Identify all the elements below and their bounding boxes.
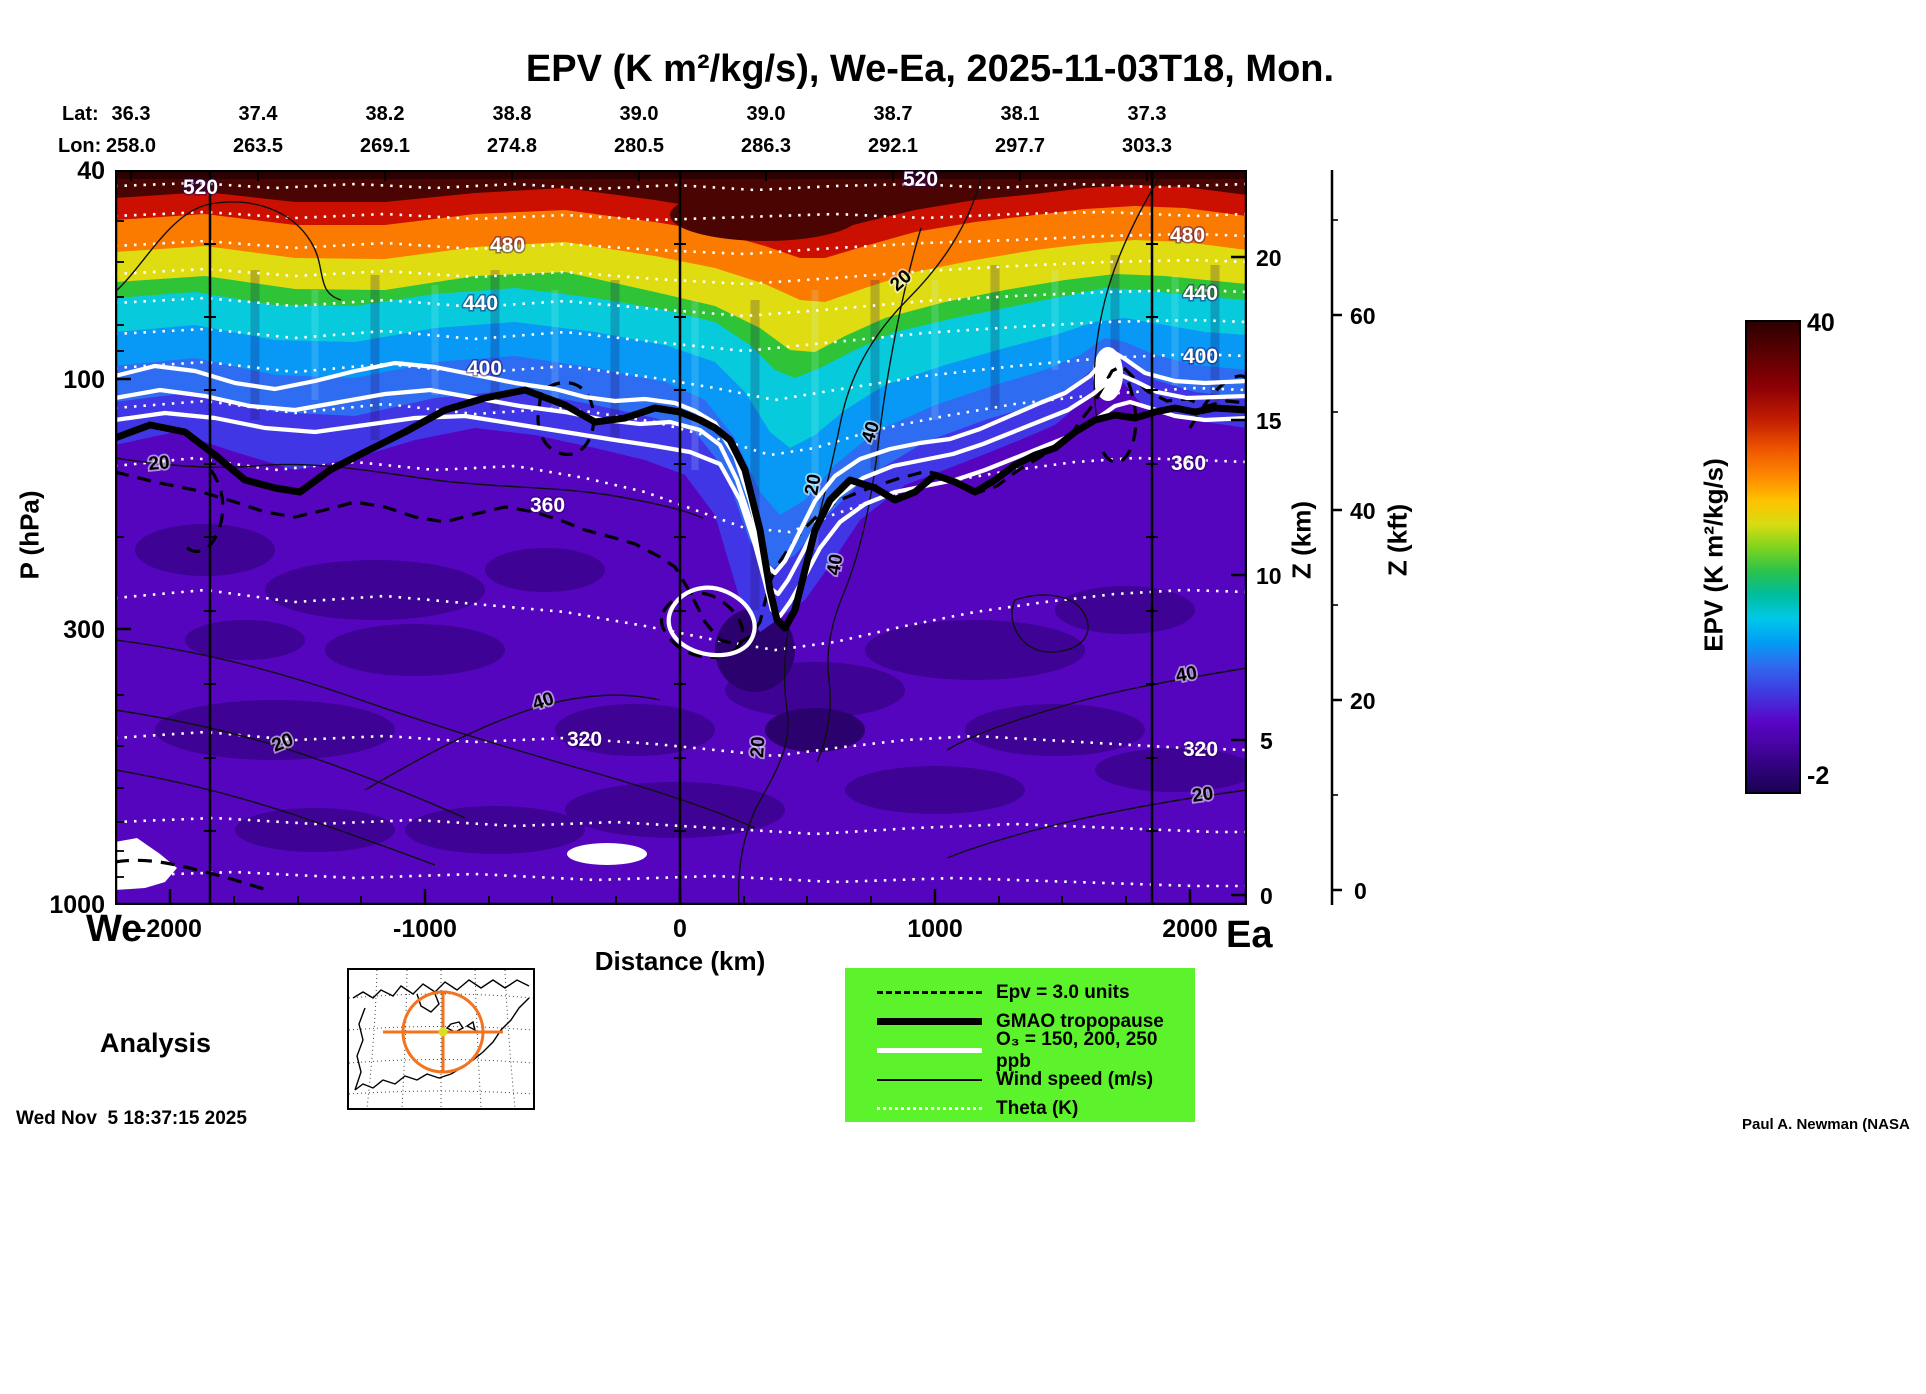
legend-label: Wind speed (m/s) [996,1068,1154,1090]
x-axis-label: Distance (km) [594,946,766,976]
epv-colorbar [1745,320,1801,794]
analysis-label: Analysis [100,1028,212,1058]
theta-label: 480 [1170,224,1205,247]
lon-value: 286.3 [740,135,792,157]
theta-label: 520 [903,170,938,191]
lon-value: 292.1 [867,135,919,157]
zkft-axis [1330,170,1342,905]
wind-label: 20 [801,472,825,496]
theta-label: 400 [467,357,502,380]
x-tick: 2000 [1162,915,1218,943]
zkm-tick: 0 [1260,883,1273,909]
wind-line-sample [877,1078,982,1081]
zkm-tick: 5 [1260,728,1273,754]
timestamp: Wed Nov 5 18:37:15 2025 [16,1108,247,1129]
lat-value: 38.1 [1000,103,1040,125]
x-tick: 1000 [907,915,963,943]
theta-label: 400 [1183,345,1218,368]
legend-row: Wind speed (m/s) [877,1065,1195,1094]
theta-label: 320 [1183,738,1218,761]
x-tick: -1000 [393,915,457,943]
lon-value: 280.5 [613,135,665,157]
zkm-tick: 10 [1256,563,1282,589]
zkft-tick: 60 [1350,303,1376,329]
lat-value: 38.8 [492,103,532,125]
legend-label: GMAO tropopause [996,1010,1164,1032]
theta-label: 440 [463,292,498,315]
wind-label: 20 [1191,783,1215,807]
zkft-axis-label: Z (kft) [1382,503,1413,577]
wind-label: 20 [148,452,171,475]
lon-axis-label: Lon: [58,135,102,157]
map-graticule [348,969,534,1109]
lon-value: 258.0 [105,135,157,157]
wind-speed-contours [115,170,1247,905]
lon-value: 269.1 [359,135,411,157]
plot-frame [115,170,1247,905]
ozone-line-sample [877,1048,982,1053]
y-tick: 1000 [49,891,105,919]
legend-label: Theta (K) [996,1097,1079,1119]
legend: Epv = 3.0 units GMAO tropopause O₃ = 150… [845,968,1195,1122]
zkft-tick: 40 [1350,498,1376,524]
reference-line-ticks [204,243,1158,832]
west-end-label: We [86,908,143,950]
theta-line-sample [877,1107,982,1110]
wind-label: 40 [1174,663,1198,687]
theta-contours [115,181,1247,888]
lat-axis-label: Lat: [62,103,99,125]
gmao-tropopause-line [115,386,1247,632]
lat-value: 38.7 [873,103,913,125]
lat-value: 36.3 [111,103,151,125]
theta-contour-labels: 520 520 480 480 440 440 400 400 360 360 … [182,170,1220,763]
y-tick: 40 [77,157,105,185]
cross-section-location-map [347,968,535,1110]
lat-value: 39.0 [746,103,786,125]
zkft-tick: 20 [1350,688,1376,714]
y-tick: 300 [63,616,105,644]
legend-row: GMAO tropopause [877,1007,1195,1036]
epv-cross-section-plot: 520 520 480 480 440 440 400 400 360 360 … [115,170,1247,905]
epv-dashed-line-sample [877,991,982,994]
x-tick: -2000 [138,915,202,943]
colorbar-max: 40 [1807,309,1835,337]
page-title: EPV (K m²/kg/s), We-Ea, 2025-11-03T18, M… [525,48,1335,90]
colorbar-min: -2 [1807,762,1830,790]
legend-label: Epv = 3.0 units [996,981,1130,1003]
tropopause-line-sample [877,1018,982,1025]
zkm-tick: 15 [1256,408,1282,434]
zkm-tick: 20 [1256,245,1282,271]
credit: Paul A. Newman (NASA [1742,1116,1910,1133]
theta-label: 480 [490,234,525,257]
lat-value: 37.3 [1127,103,1167,125]
y-axis-label: P (hPa) [14,490,45,580]
theta-label: 360 [1171,452,1206,475]
zkft-tick: 0 [1354,878,1367,904]
wind-label: 20 [747,736,769,759]
lat-value: 38.2 [365,103,405,125]
lon-value: 297.7 [994,135,1046,157]
zkm-axis-label: Z (km) [1286,501,1317,579]
east-end-label: Ea [1226,914,1273,956]
theta-label: 320 [567,728,602,751]
theta-label: 360 [530,494,565,517]
map-location-dot [438,1027,448,1037]
lon-value: 263.5 [232,135,284,157]
legend-row: Epv = 3.0 units [877,978,1195,1007]
lat-value: 39.0 [619,103,659,125]
theta-label: 520 [183,176,218,199]
colorbar-label: EPV (K m²/kg/s) [1698,458,1729,652]
lon-value: 303.3 [1121,135,1173,157]
lon-value: 274.8 [486,135,538,157]
y-tick: 100 [63,366,105,394]
x-tick: 0 [673,915,687,943]
legend-row: O₃ = 150, 200, 250 ppb [877,1029,1195,1072]
lat-value: 37.4 [238,103,278,125]
theta-label: 440 [1183,282,1218,305]
wind-label: 40 [823,552,847,576]
legend-label: O₃ = 150, 200, 250 ppb [996,1028,1158,1072]
legend-row: Theta (K) [877,1094,1195,1123]
